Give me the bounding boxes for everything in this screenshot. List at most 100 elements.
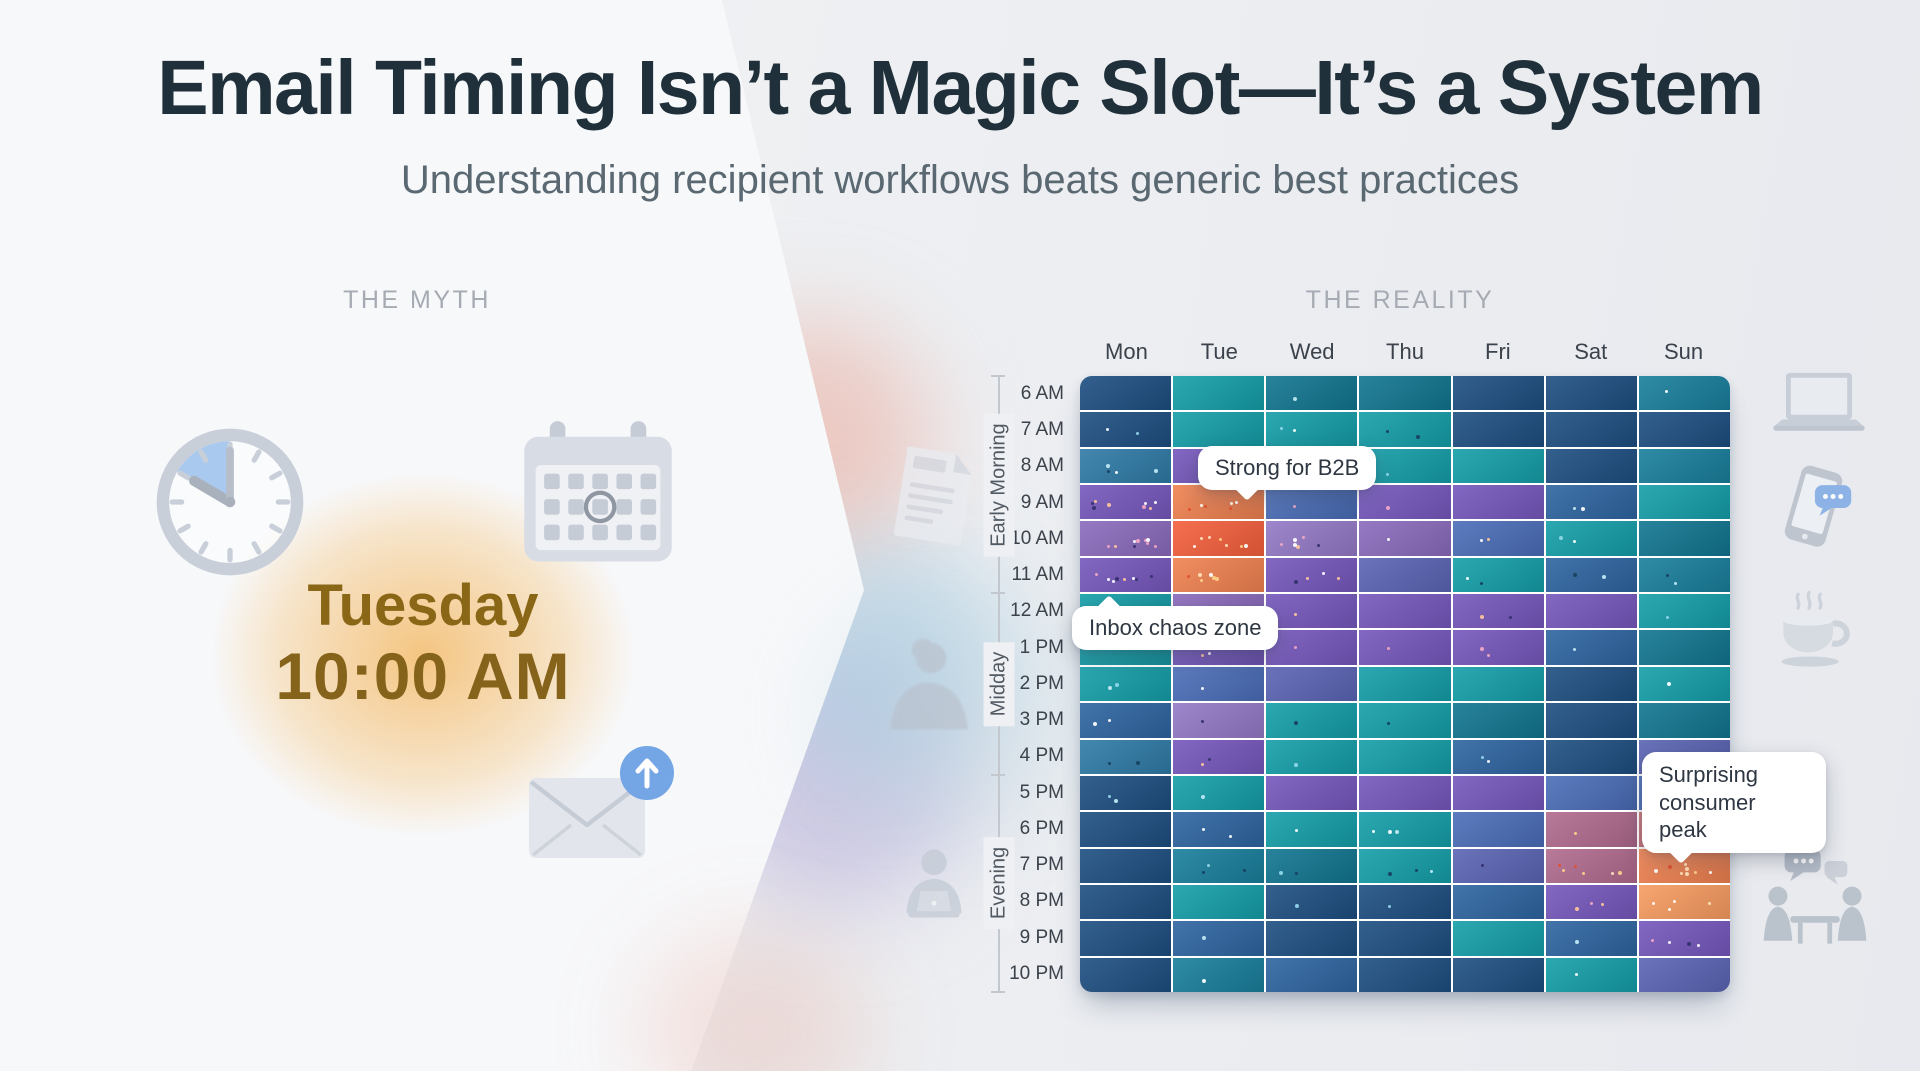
- activity-speck: [1207, 864, 1211, 868]
- activity-speck: [1136, 432, 1140, 436]
- meeting-icon: [1763, 849, 1867, 944]
- activity-speck: [1601, 574, 1606, 579]
- activity-speck: [1651, 938, 1655, 942]
- heatmap-cell: [1266, 630, 1358, 665]
- heatmap-cell: [1545, 703, 1637, 738]
- heatmap-cell: [1359, 884, 1451, 920]
- activity-speck: [1387, 646, 1391, 650]
- heatmap-cell: [1359, 485, 1451, 520]
- activity-speck: [1294, 720, 1299, 725]
- activity-speck: [1582, 872, 1586, 876]
- heatmap-cell: [1080, 703, 1172, 738]
- activity-speck: [1293, 612, 1297, 616]
- heatmap-cell: [1359, 739, 1451, 774]
- activity-speck: [1667, 940, 1671, 944]
- myth-section-label: THE MYTH: [343, 286, 491, 314]
- activity-speck: [1673, 581, 1677, 585]
- heatmap-cell: [1266, 812, 1358, 847]
- heatmap-cell: [1359, 521, 1451, 556]
- activity-speck: [1186, 574, 1190, 578]
- activity-speck: [1572, 540, 1576, 544]
- activity-speck: [1153, 544, 1157, 548]
- activity-speck: [1106, 502, 1111, 507]
- laptop-icon: [1773, 372, 1865, 431]
- activity-speck: [1294, 763, 1299, 768]
- activity-speck: [1684, 867, 1689, 872]
- heatmap-cell: [1545, 485, 1637, 520]
- activity-speck: [1107, 578, 1111, 582]
- activity-speck: [1200, 503, 1203, 507]
- activity-speck: [1707, 901, 1711, 905]
- activity-speck: [1574, 972, 1578, 976]
- heatmap-cell: [1173, 884, 1265, 920]
- heatmap-cell: [1359, 412, 1451, 447]
- activity-speck: [1114, 683, 1119, 688]
- heatmap-cell: [1266, 412, 1358, 447]
- time-label: 7 PM: [1019, 854, 1064, 876]
- activity-speck: [1235, 501, 1239, 505]
- phone-chat-icon: [1784, 465, 1852, 547]
- heatmap-cell: [1266, 557, 1358, 593]
- heatmap-cell: [1452, 485, 1544, 520]
- activity-speck: [1207, 651, 1211, 655]
- time-label: 4 PM: [1019, 745, 1064, 767]
- time-label: 8 AM: [1020, 455, 1064, 477]
- activity-speck: [1094, 572, 1098, 576]
- heatmap-cell: [1638, 703, 1730, 738]
- heatmap-cell: [1638, 485, 1730, 520]
- activity-speck: [1107, 686, 1112, 691]
- activity-speck: [1651, 902, 1655, 906]
- day-header-fri: Fri: [1485, 339, 1511, 364]
- activity-speck: [1108, 794, 1112, 798]
- activity-speck: [1123, 577, 1127, 581]
- annotation-strong-b2b: Strong for B2B: [1198, 446, 1377, 501]
- heatmap-cell: [1266, 594, 1358, 629]
- activity-speck: [1201, 720, 1205, 724]
- activity-speck: [1292, 429, 1296, 433]
- heatmap-day-headers: Mon Tue Wed Thu Fri Sat Sun: [1080, 338, 1730, 366]
- activity-speck: [1387, 721, 1391, 725]
- activity-speck: [1092, 505, 1097, 510]
- activity-speck: [1142, 504, 1147, 509]
- axis-tick: [991, 592, 1005, 595]
- activity-speck: [1322, 572, 1326, 576]
- heatmap-cell: [1545, 884, 1637, 920]
- heatmap-cell: [1452, 557, 1544, 593]
- activity-speck: [1108, 761, 1112, 765]
- activity-speck: [1573, 648, 1577, 652]
- heatmap-cell: [1359, 921, 1451, 956]
- heatmap-cell: [1359, 376, 1451, 411]
- heatmap-cell: [1452, 739, 1544, 774]
- heatmap-cell: [1359, 666, 1451, 702]
- activity-speck: [1202, 978, 1207, 983]
- activity-speck: [1111, 579, 1115, 583]
- heatmap-cell: [1359, 812, 1451, 847]
- activity-speck: [1229, 501, 1233, 505]
- page-subtitle: Understanding recipient workflows beats …: [400, 158, 1520, 202]
- activity-speck: [1107, 545, 1110, 549]
- heatmap-cell: [1545, 848, 1637, 883]
- day-header-mon: Mon: [1105, 339, 1148, 364]
- heatmap-cell: [1266, 703, 1358, 738]
- heatmap-cell: [1452, 848, 1544, 883]
- heatmap-cell: [1173, 739, 1265, 774]
- activity-speck: [1133, 544, 1137, 548]
- heatmap-cell: [1080, 412, 1172, 447]
- activity-speck: [1559, 535, 1564, 540]
- heatmap-cell: [1266, 666, 1358, 702]
- day-header-sat: Sat: [1574, 339, 1608, 364]
- heatmap-cell: [1173, 812, 1265, 847]
- activity-speck: [1135, 760, 1140, 765]
- activity-speck: [1388, 872, 1393, 877]
- activity-speck: [1114, 544, 1118, 548]
- activity-speck: [1679, 871, 1683, 875]
- activity-speck: [1202, 936, 1207, 941]
- heatmap-cell: [1452, 703, 1544, 738]
- activity-speck: [1480, 647, 1485, 652]
- activity-speck: [1295, 545, 1300, 550]
- heatmap-cell: [1638, 412, 1730, 447]
- heatmap-cell: [1266, 485, 1358, 520]
- heatmap-cell: [1638, 594, 1730, 629]
- activity-speck: [1146, 538, 1151, 543]
